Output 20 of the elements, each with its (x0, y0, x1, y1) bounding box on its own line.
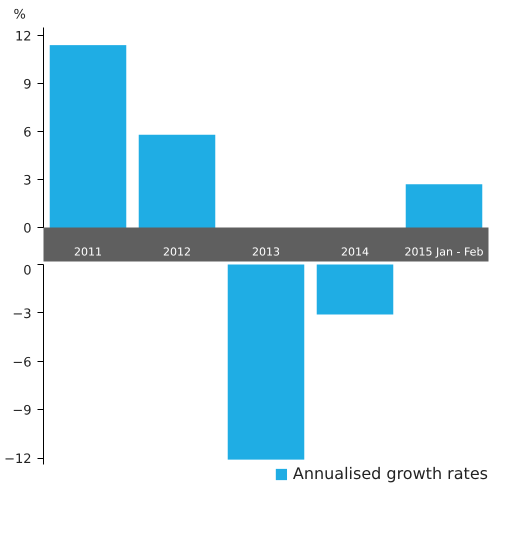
bar (138, 134, 216, 228)
y-tick-label: −3 (12, 306, 32, 322)
y-tick-label: 6 (23, 126, 32, 140)
y-tick-label: 3 (23, 174, 32, 188)
y-axis-title: % (14, 8, 26, 22)
x-tick-label: 2012 (163, 246, 192, 258)
bar (406, 184, 482, 228)
y-tick-label: 0 (23, 264, 32, 278)
y-tick-label: −9 (12, 404, 32, 419)
x-tick-label: 2013 (252, 246, 280, 258)
y-tick-label: −6 (12, 355, 32, 370)
y-tick-label: 9 (23, 78, 32, 92)
y-tick-label: 0 (23, 222, 32, 236)
legend-label: Annualised growth rates (292, 464, 488, 483)
y-tick-label: 12 (14, 30, 32, 44)
x-tick-label: 2015 Jan - Feb (404, 246, 484, 258)
x-tick-label: 2011 (74, 246, 102, 258)
y-tick-label: −12 (4, 452, 32, 468)
x-tick-label: 2014 (341, 246, 370, 258)
bar (50, 45, 126, 228)
